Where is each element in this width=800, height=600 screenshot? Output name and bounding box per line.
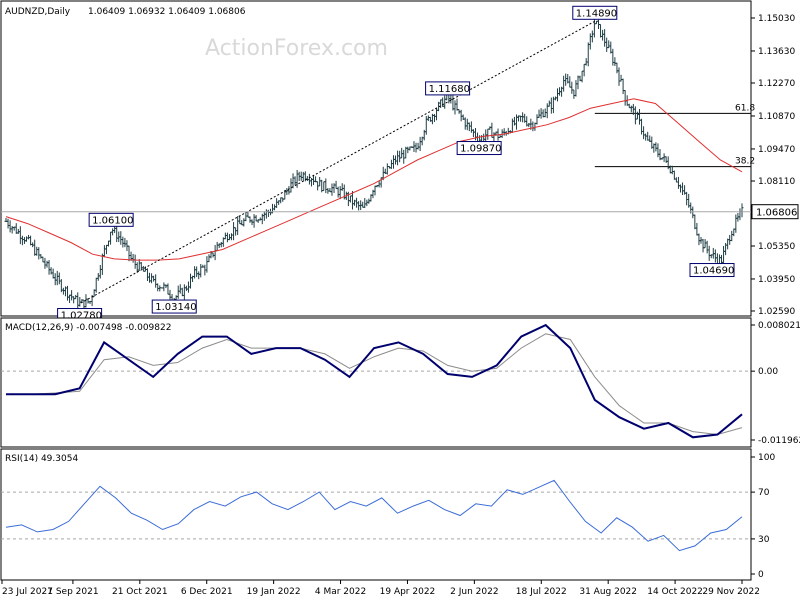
macd-panel-frame: [0, 317, 752, 448]
price-annotation-label: 1.02780: [61, 311, 102, 322]
price-tick-label: 1.02590: [758, 307, 795, 317]
price-annotation-label: 1.03140: [155, 302, 196, 313]
watermark: ActionForex.com: [205, 36, 388, 61]
price-annotation-label: 1.11680: [429, 84, 470, 95]
time-tick-label: 21 Oct 2021: [112, 587, 168, 597]
price-annotation-box: [151, 299, 197, 314]
price-annotation-box: [572, 5, 618, 20]
macd-tick-label: -0.011962: [758, 436, 800, 446]
macd-tick-label: 0.008021: [758, 321, 800, 331]
time-tick-label: 19 Jan 2022: [247, 587, 301, 597]
macd-line: [6, 323, 743, 439]
price-annotation-box: [88, 212, 134, 227]
time-tick-label: 6 Dec 2021: [181, 587, 233, 597]
chart-ohlc: 1.06409 1.06932 1.06409 1.06806: [88, 7, 246, 17]
price-annotation-label: 1.04690: [693, 266, 734, 277]
rsi-tick-label: 70: [758, 488, 770, 498]
macd-signal-line: [6, 333, 743, 436]
price-annotation-label: 1.14890: [576, 8, 617, 19]
price-tick-label: 1.08110: [758, 177, 795, 187]
rsi-tick-label: 30: [758, 535, 770, 545]
ohlc-bars: [4, 18, 744, 310]
chart-symbol: AUDNZD,Daily: [5, 7, 71, 17]
price-annotation-label: 1.09870: [460, 144, 501, 155]
price-tick-label: 1.05350: [758, 242, 795, 252]
time-tick-label: 23 Jul 2021: [2, 587, 53, 597]
current-price-badge: [751, 204, 799, 220]
moving-average-line: [5, 98, 743, 261]
price-annotations: 1.02780 1.06100 1.03140 1.11680 1.09870 1.148…: [57, 5, 735, 323]
time-tick-label: 19 Apr 2022: [380, 587, 436, 597]
price-panel: 1.15030 1.13630 1.12270 1.10870 1.09470 1.081…: [0, 0, 799, 323]
time-tick-label: 7 Sep 2021: [47, 587, 98, 597]
trend-line: [79, 20, 596, 305]
current-price-label: 1.06806: [756, 208, 797, 219]
time-tick-label: 4 Mar 2022: [315, 587, 366, 597]
macd-axis: 0.008021 0.00 -0.011962: [751, 321, 800, 446]
price-tick-label: 1.15030: [758, 14, 795, 24]
price-panel-frame: [0, 0, 752, 317]
price-tick-label: 1.12270: [758, 79, 795, 89]
price-annotation-label: 1.06100: [92, 215, 133, 226]
fibonacci-label: 38.2: [735, 157, 755, 167]
fibonacci-levels: 61.8 38.2: [594, 103, 755, 168]
rsi-tick-label: 0: [758, 570, 764, 580]
time-tick-label: 31 Aug 2022: [579, 587, 637, 597]
time-tick-label: 18 Jul 2022: [516, 587, 567, 597]
macd-label: MACD(12,26,9) -0.007498 -0.009822: [5, 323, 171, 333]
rsi-panel: 100 70 30 0 RSI(14) 49.3054: [0, 448, 775, 581]
price-annotation-box: [456, 141, 502, 156]
price-tick-label: 1.09470: [758, 145, 795, 155]
price-annotation-box: [689, 263, 735, 278]
price-annotation-box: [425, 81, 471, 96]
price-tick-label: 1.10870: [758, 112, 795, 122]
fibonacci-label: 61.8: [735, 103, 755, 113]
time-tick-label: 14 Oct 2022: [647, 587, 703, 597]
rsi-tick-label: 100: [758, 453, 775, 463]
macd-panel: 0.008021 0.00 -0.011962 MACD(12,26,9) -0.0…: [0, 317, 800, 448]
time-tick-label: 2 Jun 2022: [450, 587, 498, 597]
price-tick-label: 1.13630: [758, 47, 795, 57]
macd-tick-label: 0.00: [758, 367, 778, 377]
price-tick-label: 1.03950: [758, 275, 795, 285]
time-tick-label: 29 Nov 2022: [702, 587, 760, 597]
rsi-level-lines: [1, 491, 751, 540]
rsi-line: [5, 479, 743, 552]
rsi-label: RSI(14) 49.3054: [5, 454, 78, 464]
rsi-panel-frame: [0, 448, 752, 581]
rsi-axis: 100 70 30 0: [751, 453, 775, 580]
price-axis: 1.15030 1.13630 1.12270 1.10870 1.09470 1.081…: [751, 14, 795, 317]
